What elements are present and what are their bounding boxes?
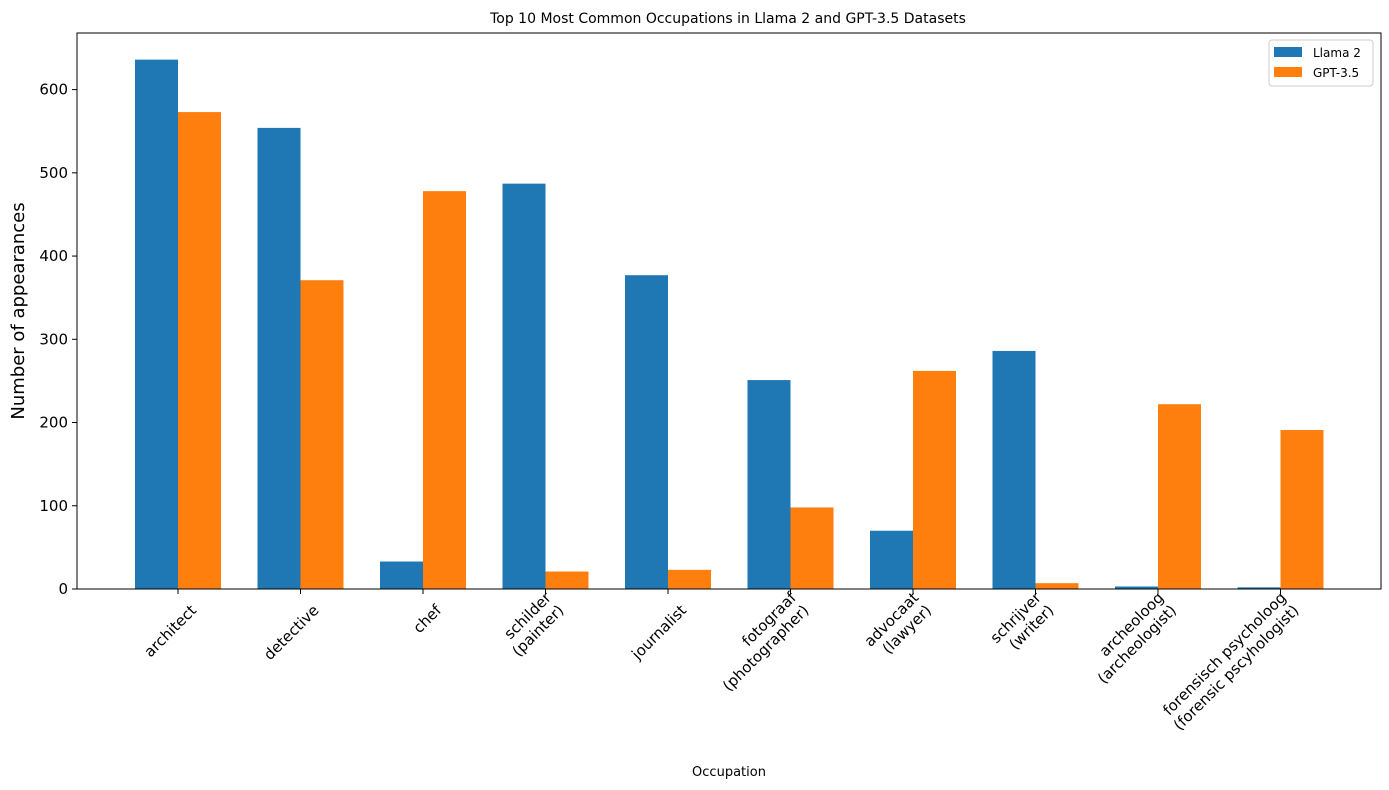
legend: Llama 2 GPT-3.5: [1268, 39, 1374, 87]
y-tick-label: 400: [39, 247, 68, 265]
bar-llama2-0: [135, 59, 178, 590]
legend-label: GPT-3.5: [1313, 66, 1359, 80]
chart-title: Top 10 Most Common Occupations in Llama …: [489, 11, 966, 27]
bar-llama2-4: [625, 275, 668, 589]
x-tick-label: archeoloog(archeologist): [1081, 589, 1180, 688]
bar-llama2-5: [747, 380, 791, 589]
bar-gpt35-2: [423, 191, 466, 589]
x-tick-label: detective: [260, 601, 322, 663]
x-tick-label-line: journalist: [627, 601, 690, 664]
bar-llama2-7: [992, 350, 1036, 589]
x-tick-label: advocaat(lawyer): [861, 588, 936, 663]
x-tick-label: schrijver(writer): [987, 588, 1059, 660]
bar-llama2-3: [502, 183, 546, 589]
bar-llama2-8: [1115, 586, 1158, 589]
bar-gpt35-0: [178, 112, 221, 590]
bar-gpt35-7: [1035, 583, 1079, 589]
bar-gpt35-5: [790, 507, 834, 589]
x-tick-label: forensisch psycholoog(forensic pscyholog…: [1157, 589, 1302, 734]
bar-gpt35-9: [1280, 430, 1324, 589]
legend-swatch: [1274, 67, 1302, 77]
y-tick-label: 600: [39, 81, 68, 99]
legend-swatch: [1274, 47, 1302, 57]
x-tick-label: schilder(painter): [496, 588, 568, 660]
bars-group: [135, 59, 1324, 590]
x-tick-label-line: chef: [409, 601, 445, 637]
y-axis: 0 100 200 300 400 500 600: [39, 81, 77, 598]
x-tick-label: journalist: [627, 601, 690, 664]
x-axis: architect detective chef schilder(painter) j…: [140, 588, 1302, 734]
x-tick-label: architect: [140, 601, 200, 661]
x-tick-label-line: detective: [260, 601, 322, 663]
y-tick-label: 200: [39, 414, 68, 432]
y-axis-title: Number of appearances: [8, 202, 29, 419]
bar-llama2-9: [1237, 587, 1281, 589]
bar-gpt35-6: [913, 370, 956, 589]
bar-llama2-1: [257, 127, 301, 589]
bar-gpt35-4: [668, 569, 711, 589]
bar-gpt35-8: [1158, 404, 1201, 589]
bar-gpt35-1: [300, 280, 344, 589]
x-tick-label: chef: [409, 601, 445, 637]
bar-gpt35-3: [545, 571, 589, 589]
bar-llama2-2: [380, 561, 423, 589]
y-tick-label: 300: [39, 330, 68, 348]
y-tick-label: 500: [39, 164, 68, 182]
x-tick-label-line: (forensic pscyhologist): [1170, 601, 1303, 734]
x-tick-label-line: forensisch psycholoog: [1159, 589, 1289, 719]
bar-llama2-6: [870, 530, 913, 589]
x-tick-label-line: architect: [140, 601, 200, 661]
y-tick-label: 100: [39, 497, 68, 515]
y-tick-label: 0: [58, 580, 68, 598]
x-axis-title: Occupation: [692, 765, 766, 780]
legend-label: Llama 2: [1313, 46, 1361, 60]
plot-frame: [76, 32, 1382, 590]
x-tick-label: fotograaf(photographer): [706, 588, 813, 695]
